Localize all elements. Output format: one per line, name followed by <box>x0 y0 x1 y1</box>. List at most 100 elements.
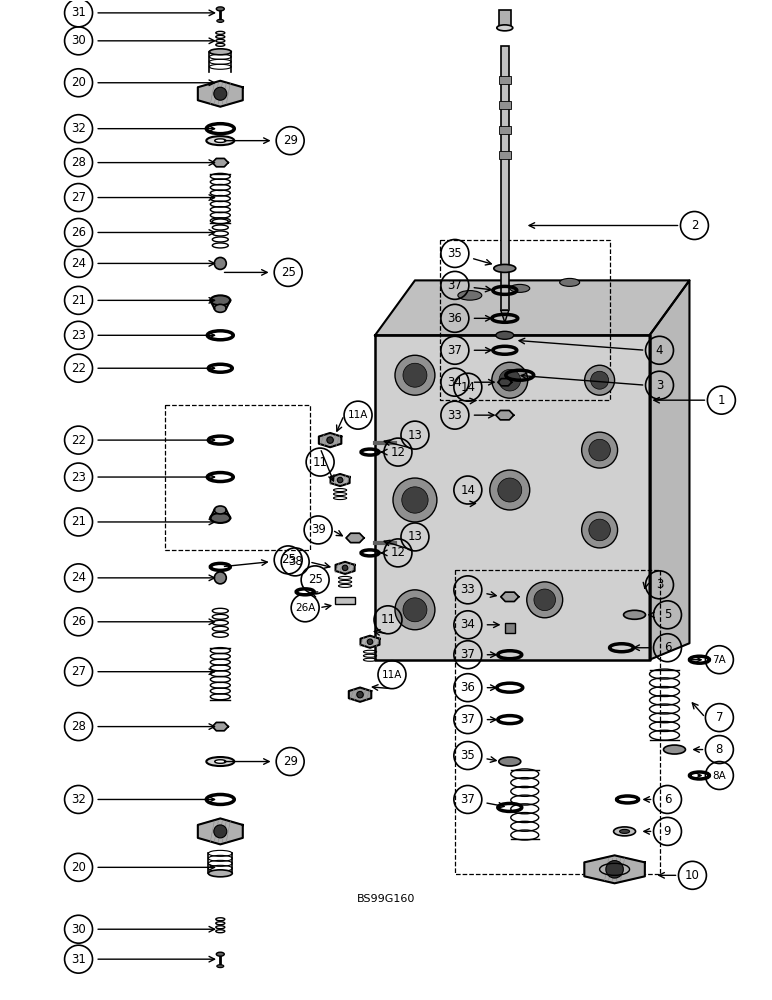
Circle shape <box>214 87 227 100</box>
Ellipse shape <box>663 745 686 754</box>
Ellipse shape <box>216 952 225 956</box>
Bar <box>335 597 355 604</box>
Text: 13: 13 <box>408 429 422 442</box>
Bar <box>499 76 511 84</box>
Text: 25: 25 <box>281 553 296 566</box>
Circle shape <box>403 363 427 387</box>
Ellipse shape <box>624 610 645 619</box>
Text: 6: 6 <box>664 641 671 654</box>
Text: 33: 33 <box>448 409 462 422</box>
Text: 32: 32 <box>71 793 86 806</box>
Circle shape <box>395 590 435 630</box>
Text: 1: 1 <box>718 394 725 407</box>
Text: 21: 21 <box>71 515 86 528</box>
Text: 36: 36 <box>460 681 476 694</box>
Polygon shape <box>496 410 514 420</box>
Circle shape <box>367 639 373 644</box>
Bar <box>505 623 515 633</box>
Text: 14: 14 <box>460 381 476 394</box>
Circle shape <box>357 691 364 698</box>
Text: 24: 24 <box>71 571 86 584</box>
Ellipse shape <box>215 304 226 312</box>
Circle shape <box>327 437 334 443</box>
Ellipse shape <box>620 829 629 833</box>
Polygon shape <box>198 818 242 844</box>
Text: 37: 37 <box>460 713 476 726</box>
Circle shape <box>534 589 556 611</box>
Text: 34: 34 <box>460 618 476 631</box>
Polygon shape <box>330 474 350 486</box>
Circle shape <box>591 371 608 389</box>
Circle shape <box>401 487 428 513</box>
Polygon shape <box>212 158 229 167</box>
Circle shape <box>215 572 226 584</box>
Polygon shape <box>501 310 509 322</box>
Circle shape <box>498 478 522 502</box>
Circle shape <box>337 477 343 483</box>
Text: 28: 28 <box>71 720 86 733</box>
Circle shape <box>606 861 623 878</box>
Polygon shape <box>584 855 645 883</box>
Text: 31: 31 <box>71 6 86 19</box>
Text: 7: 7 <box>716 711 723 724</box>
Text: 13: 13 <box>408 530 422 543</box>
Text: 20: 20 <box>71 76 86 89</box>
Text: 3: 3 <box>656 578 663 591</box>
Bar <box>499 151 511 159</box>
Ellipse shape <box>215 506 226 514</box>
Circle shape <box>403 598 427 622</box>
Text: 22: 22 <box>71 434 86 447</box>
Text: 12: 12 <box>391 446 405 459</box>
Text: 5: 5 <box>664 608 671 621</box>
Ellipse shape <box>494 264 516 272</box>
Text: 35: 35 <box>448 247 462 260</box>
Circle shape <box>492 362 528 398</box>
Text: 3: 3 <box>656 379 663 392</box>
Polygon shape <box>498 379 512 386</box>
Text: BS99G160: BS99G160 <box>357 894 415 904</box>
Polygon shape <box>319 433 341 447</box>
Polygon shape <box>346 533 364 543</box>
Text: 37: 37 <box>448 344 462 357</box>
Text: 11A: 11A <box>348 410 368 420</box>
Text: 9: 9 <box>664 825 671 838</box>
Text: 26: 26 <box>71 226 86 239</box>
Polygon shape <box>349 688 371 702</box>
Ellipse shape <box>215 760 226 763</box>
Text: 6: 6 <box>664 793 671 806</box>
Text: 37: 37 <box>460 793 476 806</box>
Text: 26A: 26A <box>295 603 315 613</box>
Ellipse shape <box>499 757 521 766</box>
Text: 27: 27 <box>71 191 86 204</box>
Polygon shape <box>212 722 229 731</box>
Text: 38: 38 <box>288 555 303 568</box>
Ellipse shape <box>510 284 530 292</box>
Text: 8A: 8A <box>713 771 726 781</box>
Polygon shape <box>198 81 242 107</box>
Ellipse shape <box>216 7 225 11</box>
Text: 8: 8 <box>716 743 723 756</box>
Bar <box>499 10 511 28</box>
Text: 21: 21 <box>71 294 86 307</box>
Text: 20: 20 <box>71 861 86 874</box>
Text: 24: 24 <box>71 257 86 270</box>
Ellipse shape <box>215 139 226 142</box>
Text: 23: 23 <box>71 329 86 342</box>
Circle shape <box>527 582 563 618</box>
Text: 14: 14 <box>460 484 476 497</box>
Text: 31: 31 <box>71 953 86 966</box>
Text: 33: 33 <box>460 583 476 596</box>
Text: 29: 29 <box>283 755 298 768</box>
Text: 36: 36 <box>448 312 462 325</box>
Ellipse shape <box>210 513 230 523</box>
Bar <box>501 46 509 310</box>
Circle shape <box>589 519 611 541</box>
Text: 30: 30 <box>71 923 86 936</box>
Text: 11A: 11A <box>382 670 402 680</box>
Circle shape <box>581 432 618 468</box>
Text: 12: 12 <box>391 546 405 559</box>
Text: 22: 22 <box>71 362 86 375</box>
Text: 37: 37 <box>448 279 462 292</box>
Circle shape <box>581 512 618 548</box>
Text: 2: 2 <box>691 219 698 232</box>
